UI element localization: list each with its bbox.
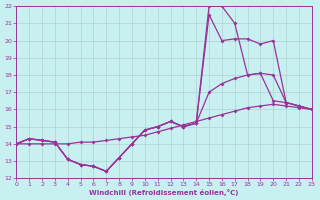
- X-axis label: Windchill (Refroidissement éolien,°C): Windchill (Refroidissement éolien,°C): [89, 189, 239, 196]
